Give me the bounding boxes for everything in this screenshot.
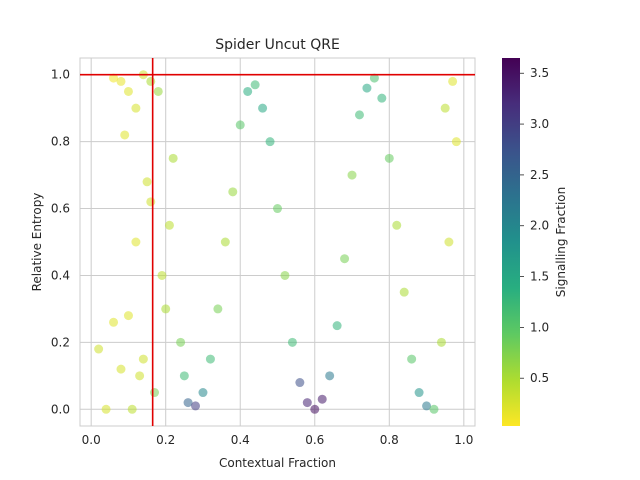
data-point: [157, 270, 167, 280]
data-point: [176, 337, 186, 347]
data-point: [377, 93, 387, 103]
data-point: [131, 103, 141, 113]
data-point: [250, 80, 260, 90]
data-point: [116, 76, 126, 86]
data-point: [116, 364, 126, 374]
colorbar-label: Signalling Fraction: [554, 187, 568, 297]
data-point: [332, 321, 342, 331]
colorbar-tick-label: 1.5: [530, 270, 549, 284]
data-point: [347, 170, 357, 180]
data-point: [235, 120, 245, 130]
data-point: [127, 404, 137, 414]
data-point: [265, 137, 275, 147]
data-point: [205, 354, 215, 364]
colorbar-tick-label: 3.5: [530, 66, 549, 80]
data-point: [407, 354, 417, 364]
data-point: [146, 197, 156, 207]
data-point: [310, 404, 320, 414]
data-point: [362, 83, 372, 93]
data-point: [384, 153, 394, 163]
data-point: [436, 337, 446, 347]
data-point: [123, 86, 133, 96]
data-point: [340, 254, 350, 264]
data-point: [135, 371, 145, 381]
colorbar-tick-label: 1.0: [530, 320, 549, 334]
y-tick-label: 1.0: [51, 68, 70, 82]
colorbar: [502, 58, 520, 426]
data-point: [161, 304, 171, 314]
data-point: [325, 371, 335, 381]
data-point: [164, 220, 174, 230]
data-point: [94, 344, 104, 354]
data-point: [138, 354, 148, 364]
y-axis-label: Relative Entropy: [30, 193, 44, 292]
data-point: [142, 177, 152, 187]
data-point: [399, 287, 409, 297]
data-point: [213, 304, 223, 314]
data-point: [243, 86, 253, 96]
colorbar-ticks: 0.5 1.0 1.5 2.0 2.5 3.0 3.5: [520, 66, 549, 385]
data-point: [414, 388, 424, 398]
data-point: [273, 204, 282, 214]
data-point: [369, 73, 379, 83]
data-point: [168, 153, 178, 163]
data-point: [198, 388, 208, 398]
data-point: [131, 237, 141, 247]
colorbar-tick-label: 2.5: [530, 168, 549, 182]
x-tick-label: 1.0: [454, 433, 473, 447]
chart-title: Spider Uncut QRE: [215, 37, 340, 53]
x-tick-label: 0.4: [231, 433, 250, 447]
x-axis-label: Contextual Fraction: [219, 456, 336, 470]
data-point: [295, 378, 305, 388]
data-point: [120, 130, 130, 140]
x-tick-label: 0.6: [305, 433, 324, 447]
x-tick-label: 0.8: [380, 433, 399, 447]
data-point: [109, 73, 119, 83]
data-point: [354, 110, 364, 120]
data-point: [302, 398, 312, 408]
colorbar-tick-label: 0.5: [530, 371, 549, 385]
plot-area: [79, 57, 476, 427]
x-tick-label: 0.2: [156, 433, 175, 447]
data-point: [440, 103, 450, 113]
reference-lines: [80, 58, 475, 426]
x-tick-labels: 0.0 0.2 0.4 0.6 0.8 1.0: [82, 433, 474, 447]
data-point: [287, 337, 297, 347]
data-point: [123, 311, 133, 321]
data-point: [150, 388, 160, 398]
y-tick-label: 0.0: [51, 402, 70, 416]
colorbar-tick-label: 2.0: [530, 219, 549, 233]
y-tick-label: 0.4: [51, 268, 70, 282]
data-point: [228, 187, 238, 197]
data-point: [444, 237, 454, 247]
colorbar-tick-label: 3.0: [530, 117, 549, 131]
data-point: [220, 237, 230, 247]
data-point: [109, 317, 119, 327]
data-point: [191, 401, 201, 411]
data-point: [317, 394, 327, 404]
data-point: [451, 137, 461, 147]
data-point: [183, 398, 193, 408]
y-tick-label: 0.2: [51, 335, 70, 349]
data-point: [101, 404, 111, 414]
data-point: [258, 103, 268, 113]
data-point: [429, 404, 439, 414]
y-tick-label: 0.8: [51, 135, 70, 149]
data-point: [153, 86, 163, 96]
data-point: [179, 371, 189, 381]
data-point: [422, 401, 432, 411]
data-point: [280, 270, 290, 280]
y-tick-labels: 0.0 0.2 0.4 0.6 0.8 1.0: [51, 68, 70, 417]
y-tick-label: 0.6: [51, 202, 70, 216]
data-points: [94, 70, 461, 414]
x-tick-label: 0.0: [82, 433, 101, 447]
data-point: [146, 76, 156, 86]
data-point: [448, 76, 458, 86]
data-point: [392, 220, 402, 230]
